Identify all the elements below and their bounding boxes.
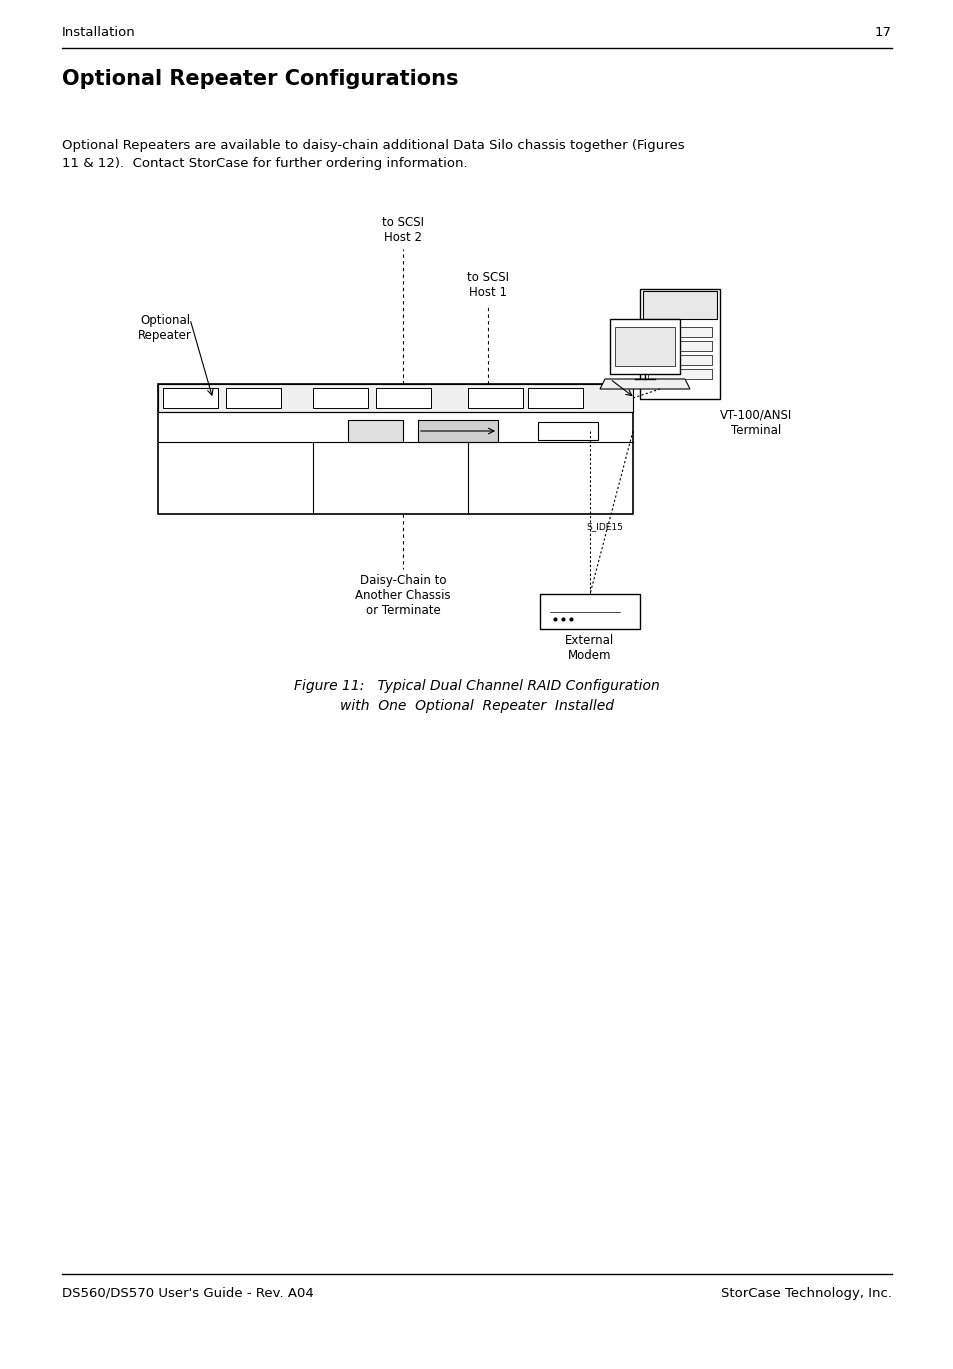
Bar xyxy=(642,292,717,319)
Text: Optional
Repeater: Optional Repeater xyxy=(138,314,192,342)
Text: S_IDE15: S_IDE15 xyxy=(585,522,622,531)
Text: DS560/DS570 User's Guide - Rev. A04: DS560/DS570 User's Guide - Rev. A04 xyxy=(62,1287,314,1301)
Bar xyxy=(539,594,639,628)
Text: Installation: Installation xyxy=(62,26,135,38)
Text: External
Modem: External Modem xyxy=(565,634,614,663)
Bar xyxy=(647,327,711,337)
Polygon shape xyxy=(599,379,689,389)
Bar xyxy=(313,387,368,408)
Text: Figure 11:   Typical Dual Channel RAID Configuration: Figure 11: Typical Dual Channel RAID Con… xyxy=(294,679,659,693)
Bar xyxy=(226,387,281,408)
Text: Daisy-Chain to
Another Chassis
or Terminate: Daisy-Chain to Another Chassis or Termin… xyxy=(355,574,451,617)
Text: Optional Repeater Configurations: Optional Repeater Configurations xyxy=(62,68,458,89)
Text: Optional Repeaters are available to daisy-chain additional Data Silo chassis tog: Optional Repeaters are available to dais… xyxy=(62,140,684,170)
Bar xyxy=(158,383,633,412)
Text: 17: 17 xyxy=(874,26,891,38)
Bar xyxy=(527,387,582,408)
Bar xyxy=(417,420,497,442)
Bar xyxy=(348,420,402,442)
Bar xyxy=(609,319,679,374)
Bar xyxy=(163,387,218,408)
Bar xyxy=(647,370,711,379)
Bar xyxy=(647,341,711,350)
Bar xyxy=(647,355,711,366)
Text: VT-100/ANSI
Terminal: VT-100/ANSI Terminal xyxy=(720,409,791,437)
Text: to SCSI
Host 1: to SCSI Host 1 xyxy=(467,271,509,298)
Bar xyxy=(537,422,598,439)
Text: to SCSI
Host 2: to SCSI Host 2 xyxy=(381,216,423,244)
Bar xyxy=(639,289,720,398)
Bar xyxy=(468,387,522,408)
Text: StorCase Technology, Inc.: StorCase Technology, Inc. xyxy=(720,1287,891,1301)
Bar xyxy=(158,383,633,513)
Bar xyxy=(615,327,675,366)
Bar xyxy=(375,387,431,408)
Text: with  One  Optional  Repeater  Installed: with One Optional Repeater Installed xyxy=(339,700,614,713)
